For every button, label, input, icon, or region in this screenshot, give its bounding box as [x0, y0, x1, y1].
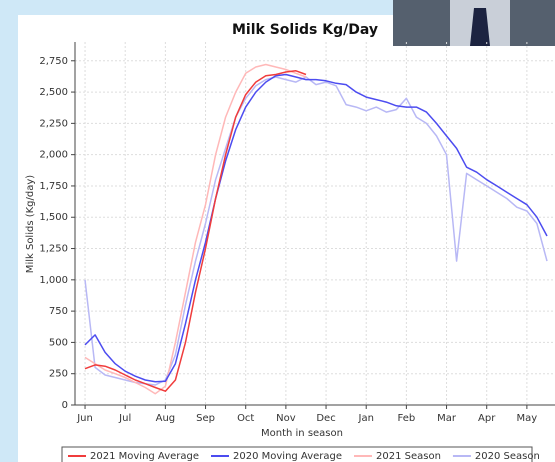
x-axis-label: Month in season	[261, 428, 343, 439]
legend-label: 2020 Moving Average	[233, 451, 342, 462]
x-tick-label: Oct	[237, 413, 254, 424]
x-tick-label: Feb	[398, 413, 416, 424]
series-line	[84, 70, 307, 392]
y-tick-label: 0	[62, 400, 68, 411]
x-tick-label: May	[517, 413, 538, 424]
x-tick-label: Nov	[276, 413, 296, 424]
y-axis-label: Milk Solids (Kg/day)	[25, 175, 36, 273]
y-tick-label: 2,250	[39, 118, 68, 129]
x-tick-label: Jul	[118, 413, 131, 424]
series-line	[84, 63, 307, 395]
y-tick-label: 2,500	[39, 87, 68, 98]
presenter-tie	[470, 8, 490, 46]
y-tick-label: 250	[49, 369, 68, 380]
chart-title: Milk Solids Kg/Day	[232, 22, 378, 38]
y-tick-label: 1,250	[39, 244, 68, 255]
legend-box	[61, 446, 533, 462]
y-tick-label: 1,500	[39, 212, 68, 223]
y-tick-label: 2,750	[39, 56, 68, 67]
x-tick-label: Jun	[76, 413, 93, 424]
x-tick-label: Mar	[437, 413, 457, 424]
y-tick-label: 1,750	[39, 181, 68, 192]
legend-label: 2020 Season	[475, 451, 540, 462]
x-tick-label: Jan	[358, 413, 374, 424]
y-tick-label: 2,000	[39, 150, 68, 161]
legend-label: 2021 Season	[376, 451, 441, 462]
x-tick-label: Apr	[478, 413, 496, 424]
x-tick-label: Sep	[196, 413, 215, 424]
y-tick-label: 750	[49, 306, 68, 317]
y-tick-label: 1,000	[39, 275, 68, 286]
y-tick-label: 500	[49, 337, 68, 348]
series-line	[84, 73, 548, 383]
x-tick-label: Aug	[156, 413, 176, 424]
chart-background	[18, 15, 555, 462]
x-tick-label: Dec	[316, 413, 335, 424]
legend-label: 2021 Moving Average	[90, 451, 199, 462]
